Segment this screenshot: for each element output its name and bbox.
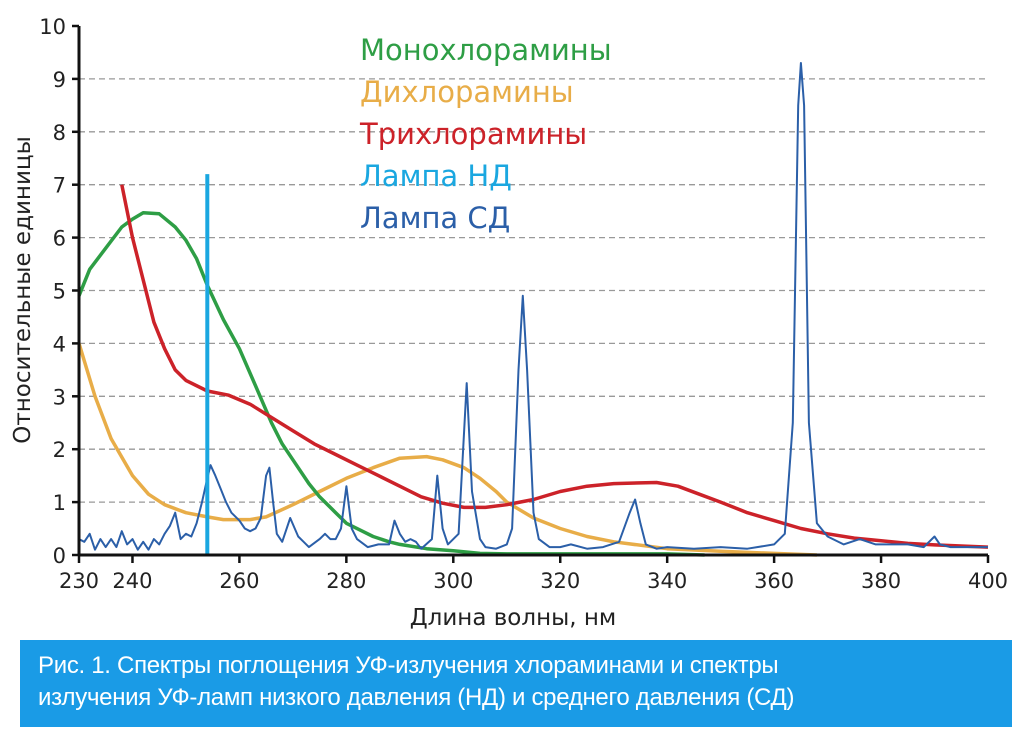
y-tick-label: 5: [53, 280, 66, 304]
series-line-5: [78, 62, 988, 551]
series-line-2: [77, 342, 817, 557]
x-tick-label: 340: [647, 569, 687, 593]
axes: 0 1 2 3 4 5 6 7 8 9 10 230 240 260 280 300 320 340 360 380 4…: [39, 15, 1008, 593]
y-tick-label: 10: [39, 15, 66, 39]
x-tick-label: 400: [968, 569, 1008, 593]
y-axis-label: Относительные единицы: [10, 136, 36, 443]
y-tick-label: 9: [53, 68, 66, 92]
caption-line-1: Рис. 1. Спектры поглощения УФ-излучения …: [38, 652, 779, 679]
y-tick-label: 3: [53, 385, 66, 409]
y-tick-label: 1: [53, 491, 66, 515]
y-tick-label: 0: [53, 544, 66, 568]
series-line-1: [77, 210, 705, 557]
x-tick-label: 360: [754, 569, 794, 593]
x-tick-label: 300: [433, 569, 473, 593]
x-tick-label: 230: [59, 569, 99, 593]
series-lines: [77, 62, 989, 557]
caption-line-2: излучения УФ-ламп низкого давления (НД) …: [38, 684, 795, 711]
x-tick-label: 320: [540, 569, 580, 593]
legend: Монохлорамины Дихлорамины Трихлорамины Ламп…: [359, 33, 612, 235]
x-tick-label: 260: [219, 569, 259, 593]
y-tick-label: 7: [53, 174, 66, 198]
x-tick-label: 380: [861, 569, 901, 593]
legend-entry: Трихлорамины: [359, 117, 587, 151]
x-tick-label: 280: [326, 569, 366, 593]
y-tick-label: 2: [53, 438, 66, 462]
x-tick-label: 240: [112, 569, 152, 593]
y-tick-label: 4: [53, 332, 66, 356]
legend-entry: Монохлорамины: [360, 33, 612, 67]
x-axis-label: Длина волны, нм: [410, 605, 617, 631]
chart: 0 1 2 3 4 5 6 7 8 9 10 230 240 260 280 300 320 340 360 380 4…: [10, 15, 1008, 631]
figure-caption: Рис. 1. Спектры поглощения УФ-излучения …: [20, 640, 1012, 727]
grid: [79, 78, 988, 503]
legend-entry: Лампа НД: [360, 159, 512, 193]
y-tick-label: 6: [53, 227, 66, 251]
y-tick-label: 8: [53, 121, 66, 145]
legend-entry: Дихлорамины: [360, 75, 574, 109]
legend-entry: Лампа СД: [360, 201, 510, 235]
series-line-3: [120, 184, 989, 549]
